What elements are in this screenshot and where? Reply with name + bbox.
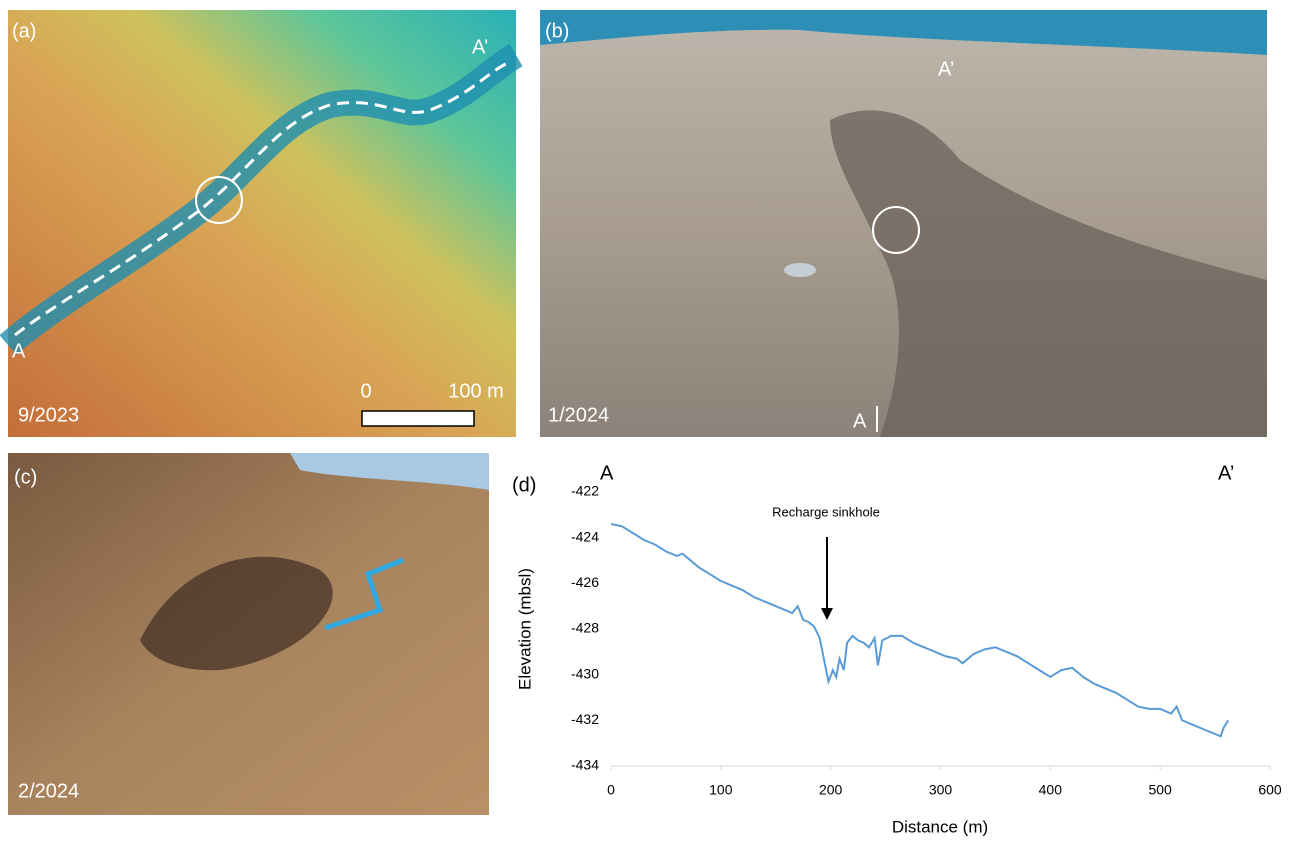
x-tick-label: 100 [709, 782, 733, 798]
profile-end: A’ [938, 58, 954, 80]
annotation-arrowhead [821, 608, 833, 620]
scale-end: 100 m [448, 380, 504, 402]
profile-start: A [853, 410, 867, 432]
panel-label: (a) [12, 20, 36, 42]
x-tick-label: 600 [1258, 782, 1282, 798]
dem-image [8, 10, 516, 437]
panel-label: (b) [545, 20, 569, 42]
scale-bar [362, 411, 474, 426]
y-tick-label: -428 [571, 620, 599, 636]
date: 9/2023 [18, 404, 79, 426]
y-tick-label: -430 [571, 665, 599, 681]
annotation: Recharge sinkhole [772, 504, 880, 519]
x-tick-label: 500 [1148, 782, 1172, 798]
panel-d: (d) A A’ Recharge sinkhole Distance (m) … [512, 462, 1282, 836]
y-tick-label: -434 [571, 757, 599, 773]
panel-c: (c) 2/2024 [8, 453, 489, 815]
panel-label: (c) [14, 466, 37, 488]
profile-start: A [12, 340, 26, 362]
y-tick-label: -424 [571, 528, 599, 544]
y-axis-label: Elevation (mbsl) [515, 568, 534, 690]
x-tick-label: 200 [819, 782, 843, 798]
date: 2/2024 [18, 780, 79, 802]
pond [784, 263, 816, 277]
profile-line [611, 524, 1228, 736]
profile-end: A’ [472, 36, 488, 58]
scale-start: 0 [360, 380, 371, 402]
profile-end: A’ [1218, 462, 1234, 484]
x-axis-label: Distance (m) [892, 817, 988, 836]
panel-a: (a) A A’ 0 100 m 9/2023 [8, 10, 516, 437]
date: 1/2024 [548, 404, 609, 426]
y-tick-label: -422 [571, 483, 599, 499]
x-tick-label: 400 [1039, 782, 1063, 798]
y-tick-label: -426 [571, 574, 599, 590]
x-tick-label: 0 [607, 782, 615, 798]
profile-start: A [600, 462, 614, 484]
x-tick-label: 300 [929, 782, 953, 798]
panel-b: (b) A’ A 1/2024 [540, 10, 1267, 437]
panel-label: (d) [512, 474, 536, 496]
y-tick-label: -432 [571, 711, 599, 727]
figure: (a) A A’ 0 100 m 9/2023 (b) A’ A 1/2024 … [0, 0, 1291, 841]
